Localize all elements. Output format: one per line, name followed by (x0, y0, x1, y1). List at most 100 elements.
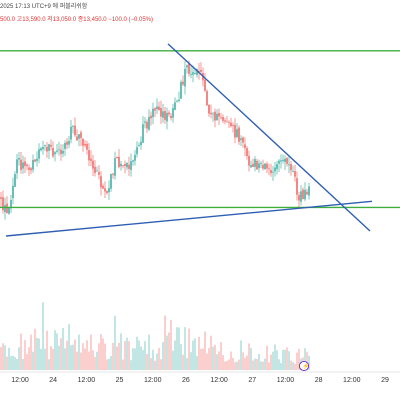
candle-body (240, 138, 242, 140)
volume-bar (158, 348, 160, 370)
volume-bar (10, 356, 12, 370)
candle-body (198, 70, 200, 72)
volume-bar (252, 360, 254, 370)
volume-bar (154, 360, 156, 370)
volume-bar (28, 347, 30, 370)
candle-body (260, 163, 262, 164)
volume-bar (38, 338, 40, 370)
candle-body (66, 141, 68, 145)
volume-bar (270, 354, 272, 370)
candle-body (256, 161, 258, 170)
candle-body (216, 113, 218, 121)
candle-body (302, 189, 304, 200)
candle-body (124, 164, 126, 166)
volume-bar (272, 351, 274, 370)
volume-bar (160, 359, 162, 370)
candle-body (50, 144, 52, 147)
candle-body (144, 121, 146, 123)
candle-body (80, 132, 82, 138)
candle-body (90, 158, 92, 161)
volume-bar (50, 346, 52, 370)
candle-body (52, 148, 54, 157)
candle-body (254, 159, 256, 167)
candle-body (178, 99, 180, 101)
candle-body (18, 157, 20, 160)
volume-bar (44, 348, 46, 370)
volume-bar (238, 359, 240, 370)
volume-bar (134, 348, 136, 370)
badge-circle (298, 360, 310, 372)
volume-bar (8, 347, 10, 370)
x-tick-label: 12:00 (144, 377, 162, 384)
candle-body (268, 168, 270, 170)
candle-body (114, 158, 116, 176)
volume-bar (240, 340, 242, 370)
volume-bar (104, 343, 106, 370)
candle-body (62, 150, 64, 154)
x-tick-label: 12:00 (343, 377, 361, 384)
volume-bar (148, 334, 150, 370)
candle-body (250, 165, 252, 168)
volume-bar (180, 344, 182, 370)
x-tick-label: 12:00 (78, 377, 96, 384)
volume-bar (222, 355, 224, 370)
candle-body (232, 125, 234, 126)
volume-bar (96, 351, 98, 370)
volume-bar (220, 342, 222, 370)
candle-body (162, 111, 164, 118)
candle-body (82, 138, 84, 146)
volume-bar (88, 351, 90, 370)
ohlc-line: 500.0 고13,590.0 저13,050.0 종13,450.0 −100… (0, 15, 153, 23)
candle-body (298, 195, 300, 201)
volume-bar (112, 342, 114, 370)
candle-body (192, 72, 194, 75)
volume-bar (42, 302, 44, 370)
candle-body (86, 143, 88, 150)
volume-bar (108, 358, 110, 370)
volume-bar (90, 334, 92, 370)
candle-body (166, 112, 168, 122)
volume-bar (32, 351, 34, 370)
candle-body (46, 146, 48, 152)
volume-bar (184, 327, 186, 370)
volume-bar (224, 361, 226, 370)
candle-body (0, 197, 2, 199)
ascending-trendline[interactable] (5, 200, 373, 237)
candle-body (266, 163, 268, 169)
volume-bar (76, 351, 78, 370)
candle-body (164, 110, 166, 120)
volume-bar (30, 334, 32, 370)
volume-bar (70, 345, 72, 370)
event-badge[interactable]: ⚡ (298, 360, 310, 372)
candle-body (188, 63, 190, 74)
candle-body (196, 68, 198, 75)
volume-bar (260, 361, 262, 370)
volume-bar (200, 348, 202, 370)
volume-bar (268, 362, 270, 370)
volume-bar (246, 355, 248, 370)
volume-bar (54, 330, 56, 370)
volume-bar (152, 349, 154, 370)
candle-body (48, 144, 50, 151)
x-tick-label: 27 (248, 377, 256, 384)
volume-bar (172, 350, 174, 370)
volume-bar (186, 358, 188, 370)
volume-bar (258, 354, 260, 370)
candle-body (98, 171, 100, 175)
x-tick-label: 29 (381, 377, 389, 384)
candle-body (262, 164, 264, 169)
volume-bar (242, 352, 244, 370)
descending-trendline[interactable] (167, 43, 371, 232)
candle-body (32, 159, 34, 170)
volume-bar (288, 351, 290, 370)
candle-body (38, 149, 40, 159)
candle-body (190, 74, 192, 75)
candle-body (118, 156, 120, 167)
volume-bar (218, 351, 220, 370)
volume-bar (114, 315, 116, 370)
volume-bar (212, 346, 214, 370)
volume-bars (0, 302, 310, 370)
candle-body (292, 171, 294, 173)
